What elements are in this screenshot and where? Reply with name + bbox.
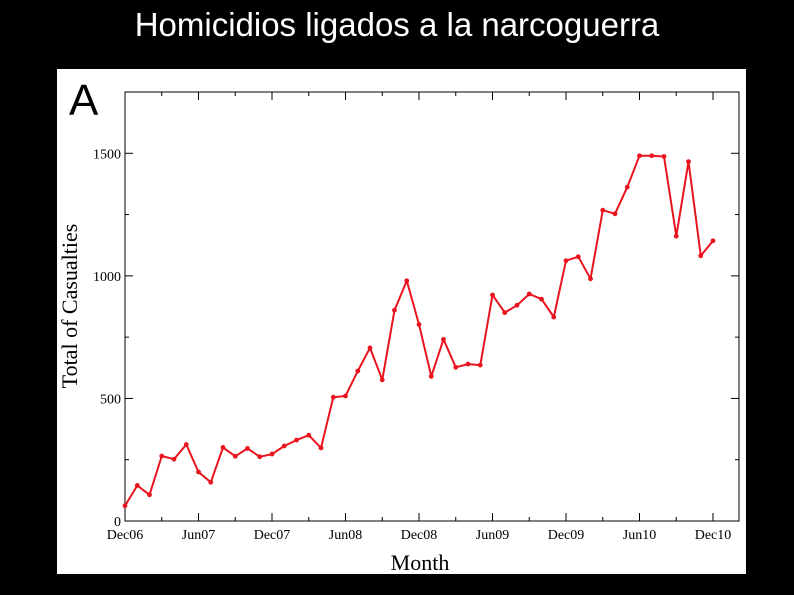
data-point <box>232 453 238 459</box>
y-tick-label: 1000 <box>93 270 121 285</box>
data-point <box>318 445 324 451</box>
data-point <box>465 361 471 367</box>
data-point <box>453 364 459 370</box>
data-point <box>122 503 128 509</box>
x-tick-label: Jun10 <box>623 528 656 543</box>
data-point <box>183 442 189 447</box>
data-point <box>404 278 410 284</box>
y-axis: 0 500 1000 1500 <box>93 91 739 530</box>
data-point <box>416 321 422 327</box>
data-point <box>600 207 606 213</box>
data-point <box>392 307 397 313</box>
data-point <box>245 446 250 451</box>
data-point <box>698 253 704 259</box>
x-axis-title: Month <box>391 550 450 574</box>
y-axis-title: Total of Casualties <box>57 224 82 389</box>
x-axis: Dec06 Jun07 Dec07 Jun08 Dec08 Jun09 Dec09 Jun10… <box>107 92 732 543</box>
slide-title: Homicidios ligados a la narcoguerra <box>134 6 660 43</box>
data-point <box>269 451 275 457</box>
data-point <box>330 394 336 400</box>
data-point <box>343 393 348 399</box>
data-point <box>551 314 557 320</box>
data-point <box>526 291 532 297</box>
data-point <box>294 437 299 443</box>
data-point <box>159 453 165 459</box>
chart-panel: A 0 500 1000 1500 Dec06 Jun07 Dec07 Jun08 Dec08… <box>57 69 746 574</box>
x-tick-label: Dec10 <box>695 528 732 543</box>
data-point <box>637 153 642 159</box>
x-tick-label: Jun09 <box>476 528 509 543</box>
data-point <box>588 276 593 282</box>
series-layer <box>122 153 716 509</box>
data-point <box>367 345 373 351</box>
data-point <box>428 373 434 379</box>
x-tick-label: Dec07 <box>254 528 291 543</box>
plot-frame <box>124 91 740 522</box>
data-point <box>710 238 716 244</box>
y-tick-label: 0 <box>114 515 121 530</box>
data-point <box>196 469 201 475</box>
data-point <box>649 153 655 159</box>
data-point <box>379 377 385 383</box>
data-point <box>612 211 618 217</box>
data-point <box>673 233 679 239</box>
data-point <box>502 310 508 316</box>
data-point <box>477 362 483 368</box>
data-point <box>539 296 544 302</box>
data-point <box>281 443 287 449</box>
y-tick-label: 500 <box>100 392 121 407</box>
series-line <box>124 154 714 507</box>
x-tick-label: Dec08 <box>401 528 438 543</box>
data-point <box>208 479 214 485</box>
x-tick-label: Jun08 <box>329 528 362 543</box>
y-tick-label: 1500 <box>93 147 121 162</box>
data-point <box>563 258 569 264</box>
data-point <box>355 368 361 374</box>
data-point <box>171 456 177 462</box>
data-point <box>624 184 630 190</box>
data-point <box>514 302 520 308</box>
x-tick-label: Dec09 <box>548 528 585 543</box>
data-point <box>575 254 581 260</box>
x-tick-label: Dec06 <box>107 528 144 543</box>
data-point <box>220 445 226 450</box>
line-chart: A 0 500 1000 1500 Dec06 Jun07 Dec07 Jun08 Dec08… <box>57 76 740 574</box>
data-point <box>306 432 312 438</box>
data-point <box>134 483 140 488</box>
data-point <box>257 454 263 460</box>
data-point <box>147 492 152 498</box>
x-tick-label: Jun07 <box>182 528 215 543</box>
data-point <box>441 336 446 342</box>
data-point <box>686 159 691 165</box>
data-point <box>490 292 495 298</box>
panel-letter: A <box>69 76 99 125</box>
data-point <box>661 154 667 159</box>
